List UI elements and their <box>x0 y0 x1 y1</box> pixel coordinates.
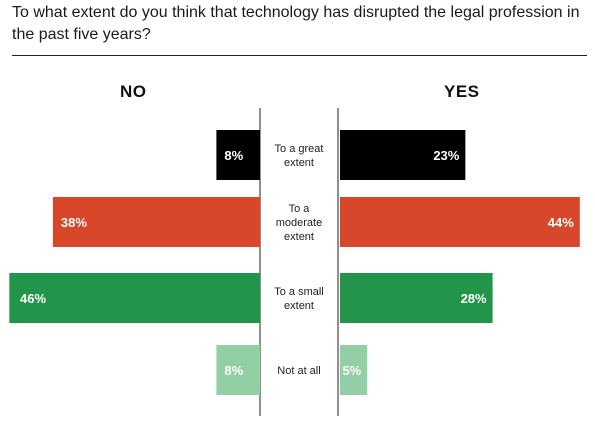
yes-value-label-to-a-moderate-extent: 44% <box>548 215 574 230</box>
no-bar-to-a-great-extent <box>216 130 260 180</box>
category-label-to-a-moderate-extent: To a <box>289 203 311 215</box>
yes-axis-label: YES <box>444 82 480 101</box>
yes-bar-to-a-small-extent <box>340 273 493 323</box>
category-label-not-at-all: Not at all <box>277 365 320 377</box>
category-label-to-a-small-extent: extent <box>284 300 314 312</box>
title-divider <box>12 55 587 56</box>
yes-value-label-to-a-great-extent: 23% <box>433 148 459 163</box>
category-label-to-a-small-extent: To a small <box>274 286 324 298</box>
yes-value-label-not-at-all: 5% <box>342 363 361 378</box>
no-value-label-not-at-all: 8% <box>224 363 243 378</box>
category-label-to-a-great-extent: extent <box>284 157 314 169</box>
yes-bar-to-a-great-extent <box>340 130 466 180</box>
yes-bar-not-at-all <box>340 345 368 395</box>
yes-bar-to-a-moderate-extent <box>340 197 580 247</box>
no-bar-not-at-all <box>216 345 260 395</box>
no-axis-label: NO <box>120 82 147 101</box>
chart-title: To what extent do you think that technol… <box>12 4 580 43</box>
yes-value-label-to-a-small-extent: 28% <box>461 291 487 306</box>
no-bar-to-a-moderate-extent <box>52 197 261 247</box>
category-label-to-a-moderate-extent: extent <box>284 231 314 243</box>
category-label-to-a-moderate-extent: moderate <box>276 217 322 229</box>
no-value-label-to-a-moderate-extent: 38% <box>61 215 87 230</box>
category-label-to-a-great-extent: To a great <box>275 143 324 155</box>
no-value-label-to-a-small-extent: 46% <box>20 291 46 306</box>
no-value-label-to-a-great-extent: 8% <box>224 148 243 163</box>
no-bar-to-a-small-extent <box>9 273 260 323</box>
